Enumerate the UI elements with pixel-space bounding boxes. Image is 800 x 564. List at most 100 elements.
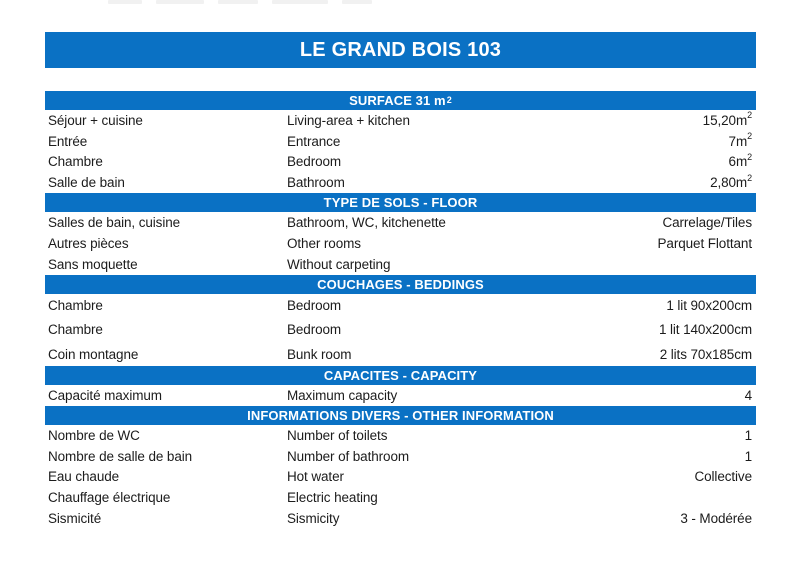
cell-value: 6m2 xyxy=(728,151,756,170)
value-text: 15,20m xyxy=(702,112,748,128)
value-text: 6m xyxy=(728,154,748,170)
value-text: 1 xyxy=(744,427,753,443)
table-row: Chambre Bedroom 6m2 xyxy=(45,152,756,173)
page-title: LE GRAND BOIS 103 xyxy=(299,38,502,61)
value-text: Collective xyxy=(694,469,752,485)
cell-value: 1 xyxy=(745,449,756,464)
cell-english-label: Without carpeting xyxy=(287,256,391,272)
cell-english-label: Bathroom, WC, kitchenette xyxy=(287,215,446,231)
cell-value: 15,20m2 xyxy=(702,110,756,128)
cell-french-label: Chauffage électrique xyxy=(48,490,171,506)
superscript: 2 xyxy=(747,110,752,121)
table-row: Salles de bain, cuisine Bathroom, WC, kit… xyxy=(45,212,756,233)
section: COUCHAGES - BEDDINGS Chambre Bedroom 1 lit … xyxy=(45,274,756,367)
section-header: COUCHAGES - BEDDINGS xyxy=(45,274,756,294)
value-text: 1 xyxy=(744,448,753,464)
cell-value: 3 - Modérée xyxy=(680,511,756,526)
cell-value: 4 xyxy=(745,388,756,403)
table-row: Eau chaude Hot water Collective xyxy=(45,467,756,488)
table-row: Nombre de WC Number of toilets 1 xyxy=(45,425,756,446)
value-text: 4 xyxy=(744,388,753,404)
table-row: Chambre Bedroom 1 lit 90x200cm xyxy=(45,294,756,318)
cell-english-label: Bunk room xyxy=(287,346,352,362)
cell-french-label: Nombre de WC xyxy=(48,427,140,443)
section-header: INFORMATIONS DIVERS - OTHER INFORMATION xyxy=(45,405,756,425)
cell-value: Carrelage/Tiles xyxy=(662,215,756,230)
table-row: Coin montagne Bunk room 2 lits 70x185cm xyxy=(45,342,756,366)
section-header: CAPACITES - CAPACITY xyxy=(45,366,756,386)
cell-french-label: Séjour + cuisine xyxy=(48,112,143,128)
cell-english-label: Sismicity xyxy=(287,511,340,527)
cell-french-label: Nombre de salle de bain xyxy=(48,448,193,464)
cropped-text-artifact xyxy=(108,0,372,4)
table-row: Séjour + cuisine Living-area + kitchen 15,… xyxy=(45,110,756,131)
cell-french-label: Capacité maximum xyxy=(48,388,162,404)
section-header-label: CAPACITES - CAPACITY xyxy=(323,368,478,384)
section: INFORMATIONS DIVERS - OTHER INFORMATION N… xyxy=(45,405,756,529)
section-header-label: COUCHAGES - BEDDINGS xyxy=(317,276,484,292)
cell-english-label: Number of bathroom xyxy=(287,448,410,464)
table-row: Chauffage électrique Electric heating xyxy=(45,487,756,508)
cell-french-label: Sans moquette xyxy=(48,256,138,272)
value-text: 3 - Modérée xyxy=(680,511,752,527)
section-header-label: SURFACE 31 m xyxy=(349,93,446,108)
cell-english-label: Living-area + kitchen xyxy=(287,112,410,128)
cell-english-label: Hot water xyxy=(287,469,344,485)
table-row: Capacité maximum Maximum capacity 4 xyxy=(45,385,756,406)
cell-english-label: Other rooms xyxy=(287,235,361,251)
cell-english-label: Bedroom xyxy=(287,322,342,338)
cell-value: 2 lits 70x185cm xyxy=(660,347,756,362)
table-row: Autres pièces Other rooms Parquet Flottant xyxy=(45,233,756,254)
superscript: 2 xyxy=(747,131,752,142)
section: SURFACE 31 m 2 Séjour + cuisine Living-area… xyxy=(45,91,756,193)
section: TYPE DE SOLS - FLOOR Salles de bain, cuis… xyxy=(45,193,756,274)
cell-english-label: Electric heating xyxy=(287,490,378,506)
value-text: Parquet Flottant xyxy=(657,235,753,251)
cell-value: Collective xyxy=(694,469,756,484)
cell-french-label: Chambre xyxy=(48,298,103,314)
table-row: Nombre de salle de bain Number of bathroo… xyxy=(45,446,756,467)
sheet-content: LE GRAND BOIS 103 SURFACE 31 m 2 Séjour + … xyxy=(45,32,756,529)
cell-french-label: Chambre xyxy=(48,154,103,170)
cell-value: 1 lit 140x200cm xyxy=(659,322,756,337)
cell-french-label: Eau chaude xyxy=(48,469,120,485)
value-text: 1 lit 90x200cm xyxy=(666,298,752,314)
sections-container: SURFACE 31 m 2 Séjour + cuisine Living-area… xyxy=(45,91,756,529)
cell-value: 1 xyxy=(745,428,756,443)
cell-french-label: Salle de bain xyxy=(48,175,125,191)
cell-french-label: Salles de bain, cuisine xyxy=(48,215,181,231)
table-row: Salle de bain Bathroom 2,80m2 xyxy=(45,172,756,193)
table-row: Sismicité Sismicity 3 - Modérée xyxy=(45,508,756,529)
superscript: 2 xyxy=(747,172,752,183)
cell-french-label: Sismicité xyxy=(48,511,102,527)
cell-english-label: Bedroom xyxy=(287,154,342,170)
section-header-label: TYPE DE SOLS - FLOOR xyxy=(323,195,478,211)
cell-french-label: Entrée xyxy=(48,133,88,149)
table-row: Sans moquette Without carpeting xyxy=(45,254,756,275)
cell-french-label: Coin montagne xyxy=(48,346,139,362)
cell-value: Parquet Flottant xyxy=(658,236,756,251)
cell-value: 2,80m2 xyxy=(710,172,756,191)
superscript: 2 xyxy=(747,151,752,162)
section: CAPACITES - CAPACITY Capacité maximum Maxi… xyxy=(45,366,756,406)
cell-english-label: Bathroom xyxy=(287,175,345,191)
value-text: 2,80m xyxy=(710,175,748,191)
section-header: TYPE DE SOLS - FLOOR xyxy=(45,193,756,213)
cell-english-label: Number of toilets xyxy=(287,427,388,443)
value-text: 1 lit 140x200cm xyxy=(658,322,752,338)
cell-french-label: Chambre xyxy=(48,322,103,338)
value-text: Carrelage/Tiles xyxy=(662,215,752,231)
value-text: 7m xyxy=(728,133,748,149)
cell-english-label: Entrance xyxy=(287,133,341,149)
table-row: Chambre Bedroom 1 lit 140x200cm xyxy=(45,318,756,342)
value-text: 2 lits 70x185cm xyxy=(659,346,752,362)
cell-value: 7m2 xyxy=(728,131,756,149)
cell-english-label: Maximum capacity xyxy=(287,388,398,404)
section-header-label: INFORMATIONS DIVERS - OTHER INFORMATION xyxy=(247,407,554,423)
title-bar: LE GRAND BOIS 103 xyxy=(45,32,756,68)
cell-french-label: Autres pièces xyxy=(48,235,129,251)
cell-value: 1 lit 90x200cm xyxy=(666,298,756,313)
cell-english-label: Bedroom xyxy=(287,298,342,314)
